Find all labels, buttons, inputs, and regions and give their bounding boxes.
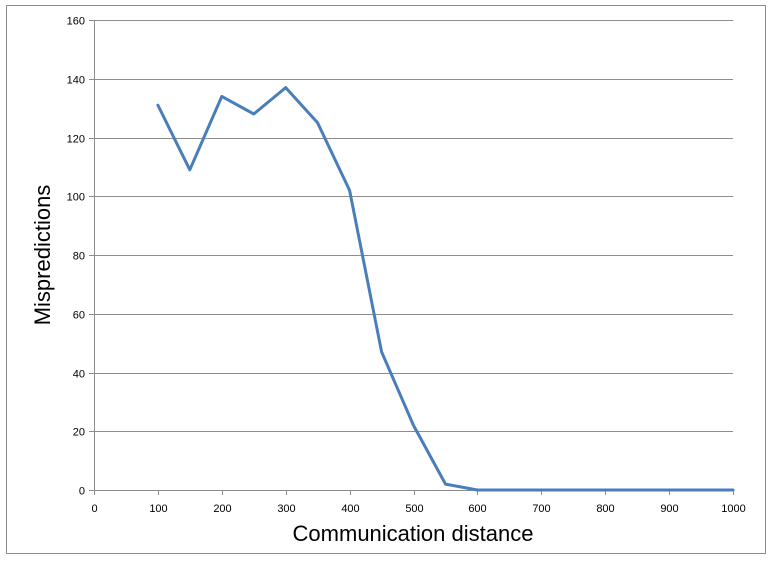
y-tick-label: 20 <box>73 427 85 439</box>
x-tick-label: 400 <box>341 503 359 515</box>
chart-frame <box>6 5 766 554</box>
x-tick-label: 300 <box>277 503 295 515</box>
y-tick-label: 160 <box>67 16 85 28</box>
y-axis-title: Mispredictions <box>30 185 55 326</box>
x-tick-label: 600 <box>468 503 486 515</box>
series-line-0 <box>156 86 735 492</box>
x-tick-label: 700 <box>532 503 550 515</box>
x-tick-label: 500 <box>405 503 423 515</box>
x-tick-labels: 0 100 200 300 400 500 600 700 800 900 1000 <box>91 503 745 515</box>
x-tick-label: 900 <box>660 503 678 515</box>
y-tick-label: 0 <box>79 486 85 498</box>
y-tick-label: 100 <box>67 192 85 204</box>
x-tick-label: 100 <box>149 503 167 515</box>
y-tick-label: 140 <box>67 75 85 87</box>
x-axis-title: Communication distance <box>293 521 534 546</box>
y-tick-label: 120 <box>67 134 85 146</box>
x-tick-label: 1000 <box>721 503 745 515</box>
x-tick-label: 200 <box>213 503 231 515</box>
y-tick-labels: 0 20 40 60 80 100 120 140 160 <box>67 16 85 498</box>
gridlines <box>94 20 733 432</box>
y-tick-label: 40 <box>73 369 85 381</box>
x-tick-label: 0 <box>91 503 97 515</box>
x-tick-label: 800 <box>596 503 614 515</box>
y-tick-label: 80 <box>73 251 85 263</box>
series-layer <box>156 86 735 492</box>
y-tick-label: 60 <box>73 310 85 322</box>
